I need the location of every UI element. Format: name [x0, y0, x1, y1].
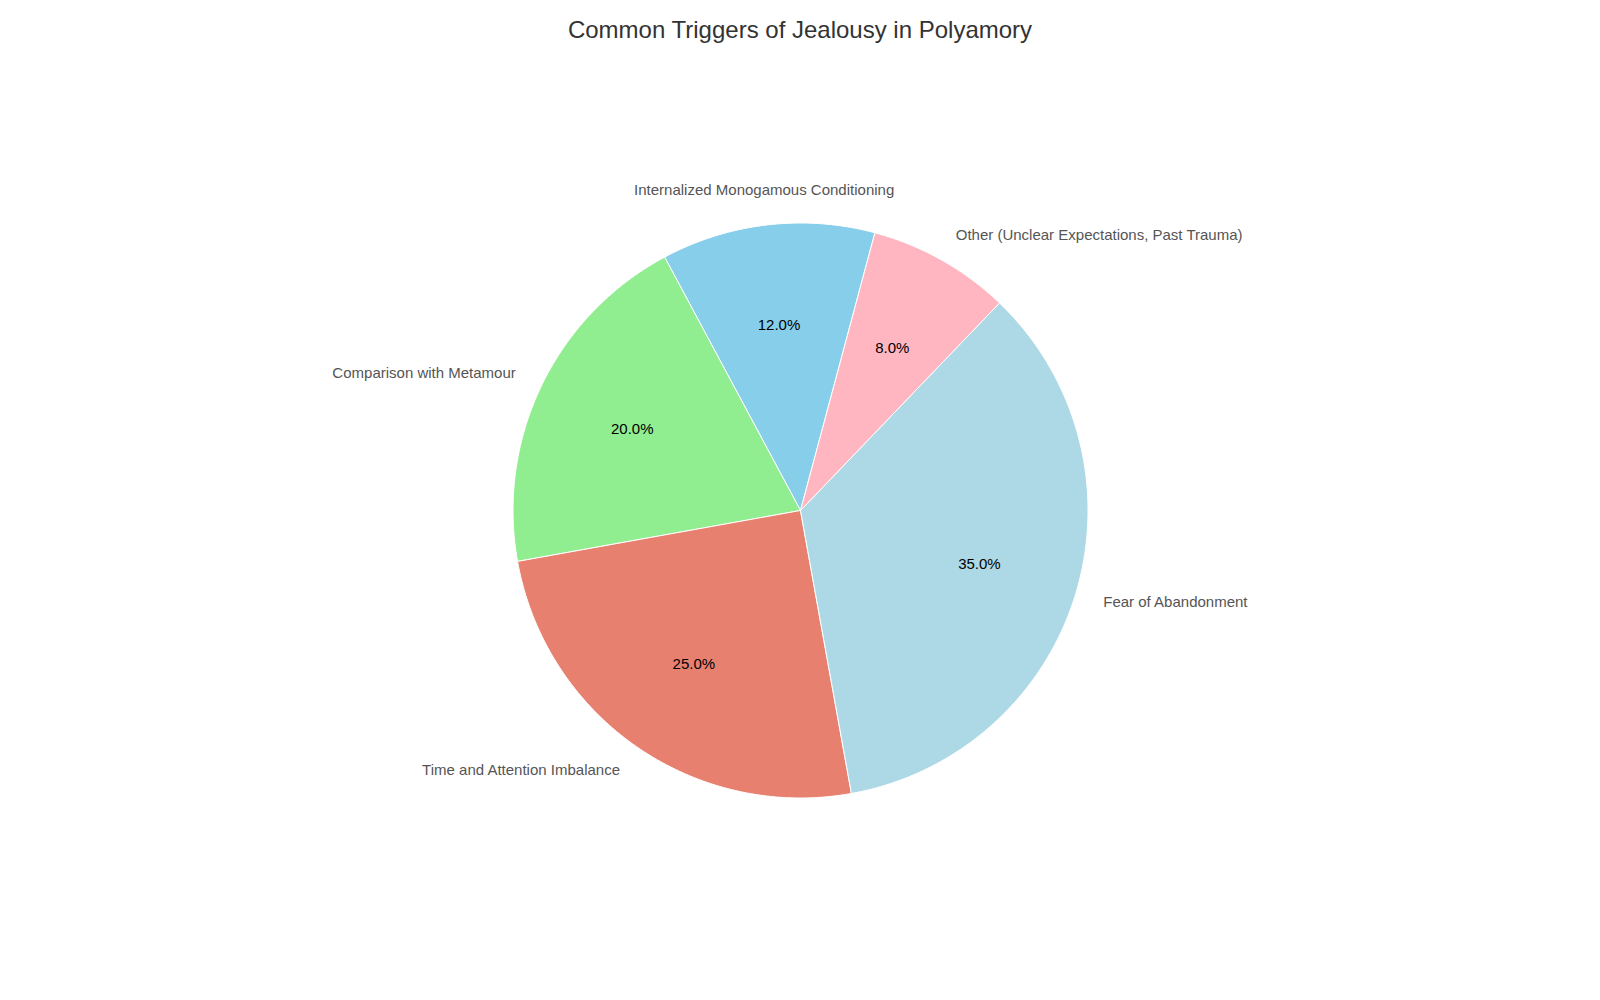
svg-text:Comparison with Metamour: Comparison with Metamour: [332, 364, 515, 381]
svg-text:Time and Attention Imbalance: Time and Attention Imbalance: [422, 761, 620, 778]
svg-text:20.0%: 20.0%: [611, 420, 654, 437]
svg-text:35.0%: 35.0%: [958, 555, 1001, 572]
svg-text:8.0%: 8.0%: [875, 338, 909, 355]
svg-text:25.0%: 25.0%: [673, 655, 716, 672]
svg-text:12.0%: 12.0%: [758, 316, 801, 333]
svg-text:Other (Unclear Expectations, P: Other (Unclear Expectations, Past Trauma…: [956, 226, 1243, 243]
svg-text:Fear of Abandonment: Fear of Abandonment: [1103, 593, 1248, 610]
svg-text:Internalized Monogamous Condit: Internalized Monogamous Conditioning: [634, 181, 894, 198]
html-text:Common Triggers of Jealousy in: Common Triggers of Jealousy in Polyamory: [567, 16, 1033, 43]
